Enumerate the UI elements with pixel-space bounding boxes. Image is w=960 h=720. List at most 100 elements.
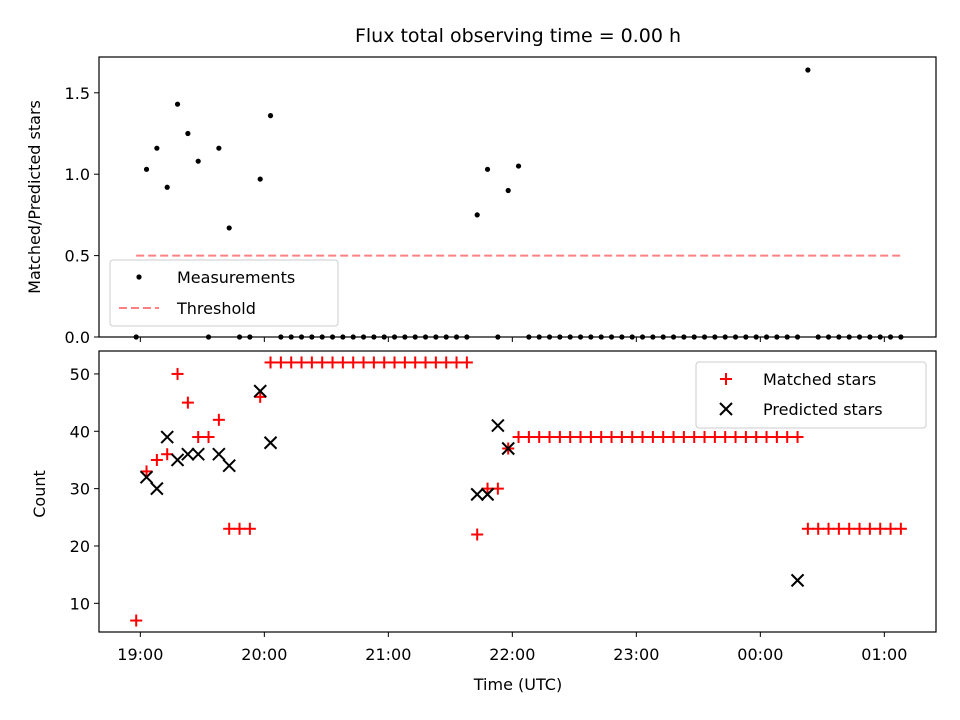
bottom-y-tick-label: 50 xyxy=(70,365,90,384)
matched-star-point xyxy=(553,431,566,444)
measurement-point xyxy=(164,184,170,190)
matched-star-point xyxy=(822,522,835,535)
matched-star-point xyxy=(708,431,721,444)
measurement-point xyxy=(143,166,150,172)
bottom-x-tick-label: 21:00 xyxy=(365,645,411,664)
bottom-panel: 10 20 30 40 50 19:00 20:00 21:00 22:00 23:00 00:0… xyxy=(30,350,937,694)
predicted-star-point xyxy=(790,573,805,588)
measurement-point xyxy=(154,145,160,151)
bottom-y-tick-label: 20 xyxy=(70,537,90,556)
matched-star-point xyxy=(347,356,360,369)
predicted-star-point xyxy=(491,418,505,433)
bottom-x-tick-label: 22:00 xyxy=(489,645,535,664)
matched-star-point xyxy=(274,356,287,369)
matched-star-point xyxy=(605,431,618,444)
predicted-star-point xyxy=(150,481,164,496)
legend-matched-label: Matched stars xyxy=(763,370,876,389)
top-axes-frame xyxy=(98,56,937,338)
top-y-tick-label: 0.0 xyxy=(65,328,90,347)
matched-star-point xyxy=(336,356,349,369)
matched-star-point xyxy=(409,356,422,369)
matched-star-point xyxy=(202,431,215,444)
predicted-star-point xyxy=(139,470,154,484)
predicted-star-point xyxy=(470,487,484,502)
bottom-y-ticks: 10 20 30 40 50 xyxy=(70,365,99,613)
matched-star-point xyxy=(543,431,556,444)
matched-star-point xyxy=(574,431,587,444)
matched-star-point xyxy=(657,431,670,444)
matched-star-point xyxy=(853,522,866,535)
matched-star-point xyxy=(512,431,525,444)
measurement-point xyxy=(257,176,263,182)
predicted-star-point xyxy=(253,384,267,398)
matched-star-point xyxy=(533,431,546,444)
measurement-point xyxy=(805,67,811,73)
matched-star-point xyxy=(450,356,463,369)
matched-star-point xyxy=(264,356,277,369)
matched-star-point xyxy=(440,356,453,369)
matched-star-point xyxy=(564,431,577,444)
top-y-axis-label: Matched/Predicted stars xyxy=(25,100,44,294)
bottom-legend: Matched stars Predicted stars xyxy=(695,361,927,429)
bottom-x-ticks: 19:00 20:00 21:00 22:00 23:00 00:00 01:00 xyxy=(117,632,907,664)
matched-star-point xyxy=(233,522,246,535)
matched-star-point xyxy=(667,431,680,444)
matched-star-point xyxy=(150,453,163,466)
matched-star-point xyxy=(874,522,887,535)
predicted-star-point xyxy=(181,447,195,461)
matched-star-point xyxy=(243,522,256,535)
legend-measurements-marker xyxy=(136,274,142,280)
matched-star-point xyxy=(729,431,742,444)
chart-title: Flux total observing time = 0.00 h xyxy=(355,25,681,47)
matched-star-point xyxy=(832,522,845,535)
matched-star-point xyxy=(367,356,380,369)
matched-star-point xyxy=(884,522,897,535)
matched-star-point xyxy=(130,614,143,627)
matched-star-point xyxy=(615,431,628,444)
matched-star-point xyxy=(739,431,752,444)
matched-star-point xyxy=(719,431,732,444)
measurement-point xyxy=(474,212,480,218)
top-y-tick-label: 0.5 xyxy=(65,247,90,266)
matched-star-point xyxy=(398,356,411,369)
bottom-y-tick-label: 40 xyxy=(70,422,90,441)
matched-star-point xyxy=(791,431,804,444)
matched-star-point xyxy=(161,448,174,461)
matched-star-point xyxy=(688,431,701,444)
matched-star-point xyxy=(388,356,401,369)
top-panel: 0.0 0.5 1.0 1.5 Matched/Predicted stars Mea… xyxy=(25,56,937,347)
matched-star-point xyxy=(171,367,184,380)
measurement-point xyxy=(505,187,511,194)
bottom-x-tick-label: 23:00 xyxy=(613,645,659,664)
matched-star-point xyxy=(760,431,773,444)
matched-star-point xyxy=(429,356,442,369)
matched-star-point xyxy=(419,356,432,369)
matched-star-point xyxy=(636,431,649,444)
matched-star-point xyxy=(305,356,318,369)
predicted-star-point xyxy=(170,453,185,467)
measurement-point xyxy=(515,163,522,169)
matched-star-point xyxy=(781,431,794,444)
predicted-star-point xyxy=(222,458,236,473)
matched-star-point xyxy=(646,431,659,444)
matched-star-point xyxy=(316,356,329,369)
predicted-star-point xyxy=(191,447,205,461)
legend-matched-marker xyxy=(720,373,732,385)
matched-star-point xyxy=(295,356,308,369)
matched-star-point xyxy=(357,356,370,369)
measurement-point xyxy=(195,158,201,164)
measurement-point xyxy=(267,113,274,119)
bottom-y-tick-label: 30 xyxy=(70,480,90,499)
matched-star-point xyxy=(212,413,225,426)
top-y-tick-label: 1.5 xyxy=(65,84,90,103)
measurement-point xyxy=(185,130,191,137)
matched-star-point xyxy=(750,431,763,444)
top-x-ticks xyxy=(139,337,885,342)
matched-star-point xyxy=(460,356,473,369)
x-axis-label: Time (UTC) xyxy=(473,675,562,694)
matched-star-point xyxy=(843,522,856,535)
bottom-x-tick-label: 00:00 xyxy=(737,645,783,664)
predicted-star-point xyxy=(160,430,174,444)
legend-predicted-label: Predicted stars xyxy=(763,400,883,419)
